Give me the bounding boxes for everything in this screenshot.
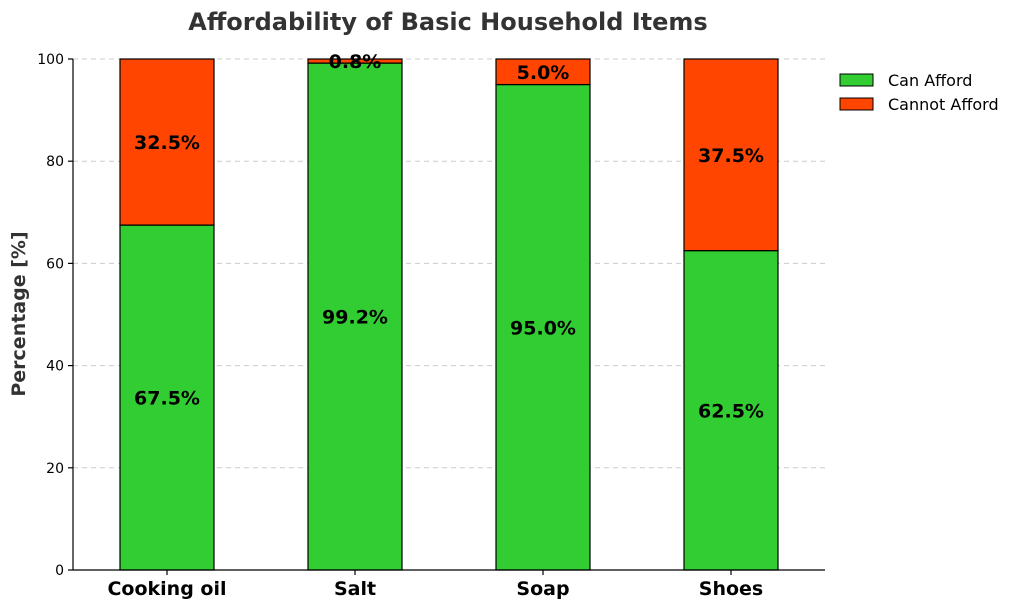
y-tick-label: 0 xyxy=(55,563,64,579)
legend-label: Can Afford xyxy=(888,71,972,90)
data-label: 5.0% xyxy=(517,62,570,84)
bar-can-afford xyxy=(683,250,779,571)
y-tick-label: 40 xyxy=(46,359,64,375)
x-tick-label: Cooking oil xyxy=(107,578,226,600)
legend-swatch xyxy=(839,97,874,111)
bar-cannot-afford xyxy=(119,58,215,226)
y-axis-label: Percentage [%] xyxy=(8,231,30,396)
y-tick-label: 60 xyxy=(46,256,64,272)
bar-cannot-afford xyxy=(495,58,591,86)
bar-can-afford xyxy=(119,224,215,571)
y-tick-label: 80 xyxy=(46,154,64,170)
data-label: 99.2% xyxy=(322,307,388,329)
bar-can-afford xyxy=(495,83,591,571)
data-label: 62.5% xyxy=(698,400,764,422)
x-tick-label: Soap xyxy=(516,578,569,600)
y-tick-label: 20 xyxy=(46,461,64,477)
legend-swatch xyxy=(839,73,874,87)
axes: 0 20 40 60 80 100 Cooking oil Salt Soap Shoes xyxy=(37,52,825,600)
y-tick-label: 100 xyxy=(37,52,64,68)
data-label: 0.8% xyxy=(329,51,382,73)
data-label: 95.0% xyxy=(510,317,576,339)
x-tick-label: Salt xyxy=(334,578,376,600)
data-label: 32.5% xyxy=(134,132,200,154)
data-label: 37.5% xyxy=(698,145,764,167)
data-label: 67.5% xyxy=(134,388,200,410)
x-tick-label: Shoes xyxy=(699,578,763,600)
legend-label: Cannot Afford xyxy=(888,95,999,114)
data-labels: 67.5% 32.5% 99.2% 0.8% 95.0% 5.0% 62.5% 37.5% xyxy=(134,51,764,422)
bars xyxy=(119,58,779,571)
chart-title: Affordability of Basic Household Items xyxy=(188,8,707,36)
bar-cannot-afford xyxy=(307,58,403,64)
bar-cannot-afford xyxy=(683,58,779,252)
legend: Can Afford Cannot Afford xyxy=(839,71,999,114)
